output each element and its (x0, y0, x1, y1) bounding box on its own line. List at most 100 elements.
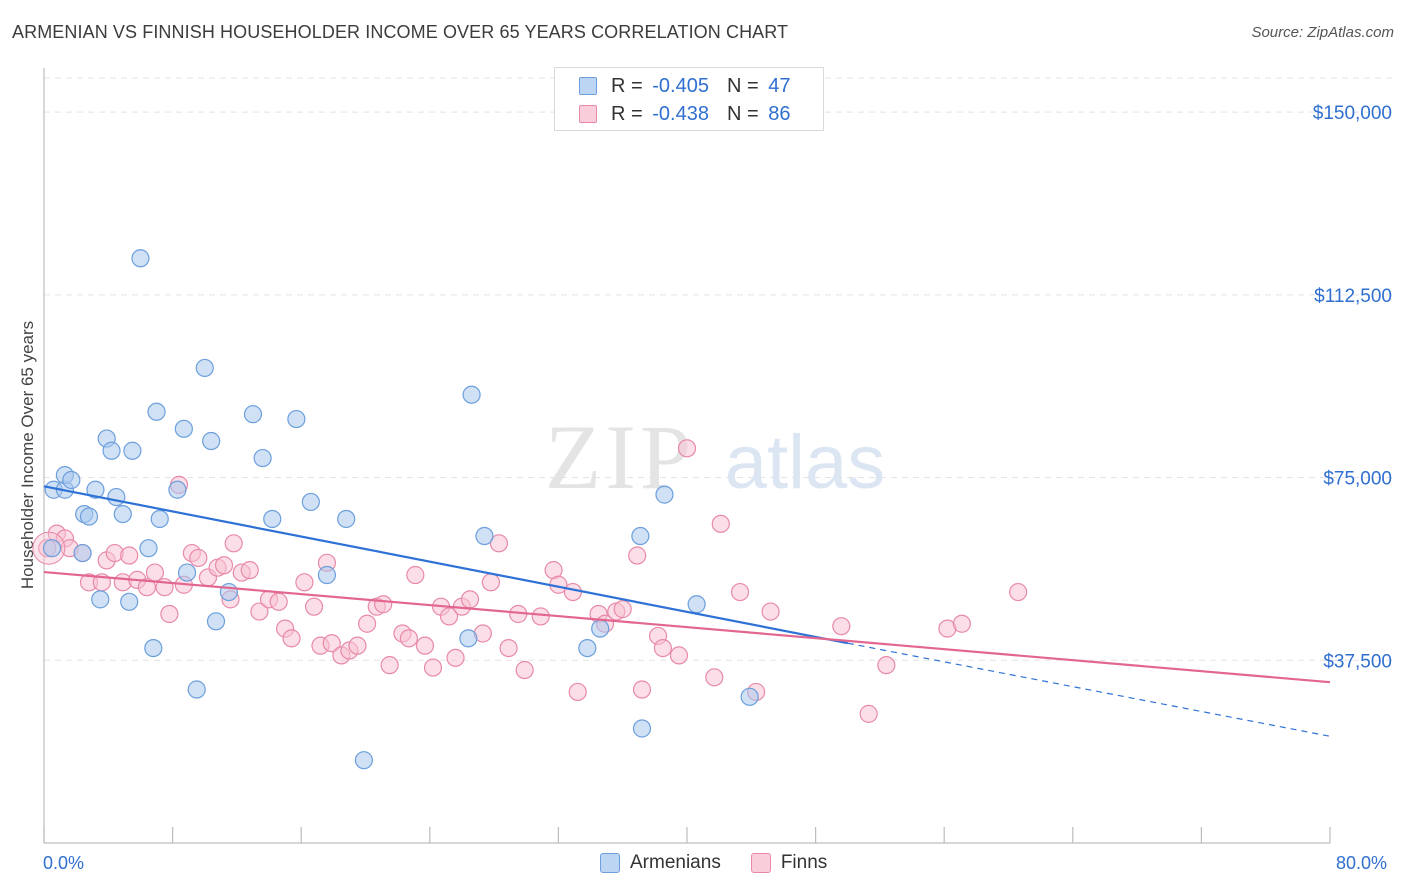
armenians-point (147, 402, 166, 421)
armenians-point (317, 565, 337, 585)
finns-point (439, 607, 459, 626)
finns-point (120, 546, 139, 565)
armenians-point (62, 470, 81, 490)
armenians-point (206, 612, 226, 631)
legend-r-label: R = (611, 102, 649, 125)
finns-point (423, 658, 443, 677)
armenians-point (337, 509, 356, 529)
finns-point (406, 565, 425, 585)
armenians-point (73, 543, 92, 563)
armenians-point (462, 385, 481, 404)
legend-row-finns: R = -0.438 N = 86 (579, 102, 790, 126)
armenians-point (131, 249, 150, 268)
armenians-point (195, 358, 214, 378)
armenians-point (475, 526, 494, 546)
armenians-point (174, 419, 193, 438)
armenians-point (591, 619, 610, 638)
finns-point (374, 595, 393, 614)
armenians-point (177, 563, 197, 582)
legend-r-label: R = (611, 74, 649, 97)
y-tick-label: $150,000 (1313, 103, 1392, 124)
armenians-point (42, 539, 62, 558)
armenians-point (301, 492, 320, 512)
finns-point (460, 590, 480, 609)
armenians-points (42, 249, 759, 770)
armenians-point (123, 441, 142, 460)
armenians-point (287, 409, 306, 429)
armenians-point (144, 638, 163, 658)
finns-point (653, 638, 672, 658)
finns-point (214, 556, 234, 575)
finns-point (499, 638, 518, 658)
armenians-point (459, 629, 478, 648)
chart-source: Source: ZipAtlas.com (1251, 24, 1394, 41)
trend-lines (43, 485, 1331, 737)
finns-point (304, 597, 324, 616)
finns-point (282, 629, 301, 648)
armenians-point (86, 480, 105, 499)
armenians-point (354, 751, 373, 770)
finns-point (677, 439, 697, 458)
series-legend: Armenians Finns (600, 852, 857, 874)
finns-point (415, 636, 435, 655)
armenians-trend-line (43, 485, 848, 645)
y-tick-labels: $37,500 $75,000 $112,500 $150,000 (1313, 103, 1392, 672)
series-swatch-armenians (600, 853, 620, 873)
legend-swatch-armenians (579, 77, 597, 95)
finns-point (145, 563, 165, 582)
finns-point (628, 546, 647, 565)
finns-point (481, 573, 500, 592)
finns-point (952, 614, 971, 633)
watermark: ZIP atlas (545, 406, 885, 508)
finns-point (1009, 582, 1028, 602)
finns-point (877, 656, 896, 675)
armenians-point (168, 480, 187, 499)
armenians-point (263, 509, 282, 529)
correlation-legend: R = -0.405 N = 47 R = -0.438 N = 86 (554, 67, 824, 131)
armenians-point (202, 431, 221, 451)
armenians-point (578, 638, 597, 658)
armenians-point (79, 507, 99, 526)
armenians-point (91, 590, 110, 609)
armenians-point (740, 687, 759, 706)
legend-r-value-armenians: -0.405 (652, 74, 709, 97)
x-tick-label-max: 80.0% (1336, 853, 1388, 873)
armenians-point (655, 485, 674, 504)
finns-point (189, 548, 208, 568)
finns-point (832, 617, 851, 636)
finns-point (399, 629, 419, 648)
finns-point (632, 680, 652, 699)
watermark-atlas: atlas (725, 420, 886, 505)
finns-point (711, 514, 730, 533)
armenians-point (243, 405, 263, 424)
series-legend-finns: Finns (750, 852, 828, 874)
finns-point (613, 600, 632, 619)
finns-point (348, 636, 367, 655)
finns-point (761, 602, 780, 621)
finns-point (730, 582, 750, 602)
finns-point (322, 634, 341, 653)
series-label-armenians: Armenians (630, 852, 721, 873)
y-tick-label: $112,500 (1314, 286, 1392, 307)
finns-point (563, 582, 582, 602)
chart-title: ARMENIAN VS FINNISH HOUSEHOLDER INCOME O… (12, 22, 789, 42)
y-tick-label: $75,000 (1323, 469, 1392, 490)
legend-n-label: N = (726, 74, 765, 97)
armenians-point (687, 595, 706, 614)
axes (43, 68, 1331, 844)
finns-point (137, 578, 156, 597)
armenians-point (253, 448, 272, 468)
finns-point (568, 682, 587, 702)
legend-n-label: N = (726, 102, 765, 125)
legend-swatch-finns (579, 105, 597, 123)
armenians-point (219, 582, 238, 602)
legend-n-value-finns: 86 (768, 102, 791, 125)
legend-n-value-armenians: 47 (768, 74, 791, 97)
finns-point (240, 561, 259, 580)
armenians-point (632, 719, 652, 738)
legend-r-value-finns: -0.438 (652, 102, 709, 125)
armenians-point (187, 680, 206, 699)
series-label-finns: Finns (780, 852, 828, 873)
x-tick-label-min: 0.0% (43, 853, 85, 873)
